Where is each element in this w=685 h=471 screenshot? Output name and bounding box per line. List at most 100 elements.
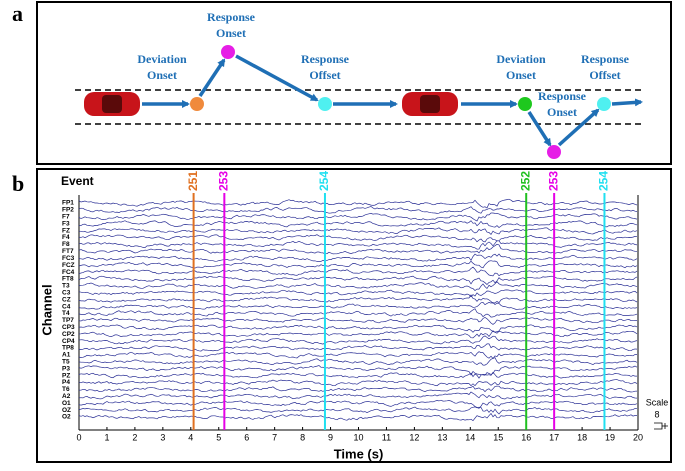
- channel-label: TP7: [62, 317, 74, 324]
- channel-label: FP2: [62, 207, 74, 214]
- x-tick-label: 3: [160, 432, 165, 442]
- scale-value: 8: [654, 409, 659, 419]
- x-tick-label: 12: [409, 432, 419, 442]
- event-node: [547, 145, 561, 159]
- eeg-trace: [78, 371, 637, 379]
- road: [75, 89, 643, 125]
- eeg-trace: [78, 406, 638, 415]
- event-code: 252: [518, 171, 532, 191]
- eeg-trace: [78, 234, 638, 243]
- eeg-trace: [78, 227, 638, 235]
- event-node: [221, 45, 235, 59]
- eeg-trace: [78, 365, 638, 376]
- eeg-trace: [78, 275, 638, 285]
- channel-label: F4: [62, 234, 70, 241]
- channel-label: TP8: [62, 345, 74, 352]
- eeg-trace: [78, 357, 638, 366]
- channel-label: T5: [62, 358, 70, 365]
- node-label: Response: [538, 89, 587, 103]
- x-tick-label: 4: [188, 432, 193, 442]
- x-tick-label: 18: [577, 432, 587, 442]
- eeg-trace: [78, 289, 638, 298]
- channel-label: CZ: [62, 296, 71, 303]
- x-tick-label: 15: [493, 432, 503, 442]
- channel-label: F8: [62, 241, 70, 248]
- x-tick-label: 20: [633, 432, 643, 442]
- node-label: Response: [207, 10, 256, 24]
- channel-label: FCZ: [62, 262, 75, 269]
- eeg-trace: [78, 324, 638, 333]
- node-label: Offset: [589, 68, 620, 82]
- eeg-trace: [78, 301, 638, 311]
- channel-label: OZ: [62, 407, 71, 414]
- panel-b-frame: [36, 168, 672, 463]
- eeg-trace: [78, 294, 638, 304]
- eeg-trace: [78, 260, 638, 269]
- channel-label: PZ: [62, 372, 70, 379]
- x-tick-label: 0: [76, 432, 81, 442]
- node-label: Offset: [309, 68, 340, 82]
- eeg-trace: [78, 206, 638, 214]
- eeg-trace: [78, 343, 638, 352]
- eeg-trace: [78, 308, 638, 318]
- event-node: [318, 97, 332, 111]
- x-tick-label: 9: [328, 432, 333, 442]
- x-tick-label: 10: [353, 432, 363, 442]
- eeg-trace: [78, 391, 638, 400]
- scale-bar: [654, 422, 668, 430]
- x-axis-label: Time (s): [334, 446, 384, 461]
- x-tick-label: 11: [382, 432, 391, 442]
- event-code: 253: [217, 171, 231, 191]
- channel-label: FP1: [62, 200, 74, 207]
- x-tick-label: 16: [521, 432, 531, 442]
- eeg-trace: [78, 335, 638, 345]
- panel-label: a: [12, 1, 23, 26]
- eeg-trace: [78, 240, 638, 250]
- channel-label: C3: [62, 289, 71, 296]
- channel-label: A1: [62, 352, 71, 359]
- x-tick-label: 5: [216, 432, 221, 442]
- eeg-trace: [78, 212, 638, 222]
- eeg-trace: [78, 198, 638, 209]
- channel-label: T4: [62, 310, 70, 317]
- x-tick-label: 6: [244, 432, 249, 442]
- x-tick-label: 8: [300, 432, 305, 442]
- node-label: Deviation: [137, 52, 187, 66]
- x-tick-label: 2: [132, 432, 137, 442]
- channel-label: F7: [62, 214, 70, 221]
- channel-label: T6: [62, 386, 70, 393]
- channel-label: FZ: [62, 227, 70, 234]
- channel-label: FC3: [62, 255, 75, 262]
- event-code: 253: [546, 171, 560, 191]
- eeg-trace: [78, 330, 638, 339]
- channel-label: P3: [62, 365, 70, 372]
- node-label: Onset: [506, 68, 536, 82]
- x-tick-label: 7: [272, 432, 277, 442]
- event-code: 254: [317, 171, 331, 191]
- channel-label: FC4: [62, 269, 75, 276]
- event-label: Event: [61, 174, 94, 188]
- node-label: Onset: [147, 68, 177, 82]
- node-label: Deviation: [496, 52, 546, 66]
- car: [402, 92, 458, 116]
- channel-label: O1: [62, 400, 71, 407]
- channel-label: CP4: [62, 338, 75, 345]
- panel-a-frame: [36, 1, 672, 165]
- x-tick-label: 19: [605, 432, 615, 442]
- eeg-trace: [78, 253, 638, 262]
- eeg-trace: [78, 220, 638, 228]
- node-label: Response: [581, 52, 630, 66]
- channel-label: FT7: [62, 248, 74, 255]
- x-tick-label: 13: [437, 432, 447, 442]
- channel-label: FT8: [62, 276, 74, 283]
- y-axis-label: Channel: [39, 284, 54, 335]
- event-node: [597, 97, 611, 111]
- channel-label: P4: [62, 379, 70, 386]
- eeg-trace: [78, 385, 638, 393]
- channel-label: C4: [62, 303, 71, 310]
- car: [84, 92, 140, 116]
- node-label: Response: [301, 52, 350, 66]
- channel-label: T3: [62, 283, 70, 290]
- channel-label: O2: [62, 414, 71, 421]
